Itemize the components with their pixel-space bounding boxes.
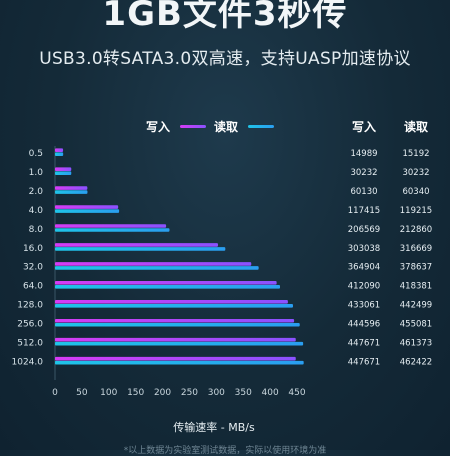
bar-read (55, 247, 226, 251)
category-label: 1024.0 (12, 357, 44, 367)
legend-read-swatch (248, 125, 274, 128)
category-label: 2.0 (29, 187, 44, 197)
bar-write (55, 186, 88, 190)
bar-write (55, 337, 296, 342)
table-cell-write: 14989 (350, 149, 377, 159)
table-cell-read: 30232 (402, 168, 429, 178)
bar-read (55, 322, 300, 327)
legend-write-swatch (180, 125, 206, 128)
table-cell-read: 316669 (400, 244, 432, 254)
bar-read (55, 209, 120, 213)
table-cell-write: 447671 (348, 339, 380, 349)
legend-read-label: 读取 (214, 120, 239, 134)
x-tick-label: 50 (76, 388, 88, 398)
bar-read (55, 228, 170, 232)
table-cell-read: 378637 (400, 263, 432, 273)
category-label: 64.0 (23, 282, 43, 292)
table-cell-write: 412090 (348, 282, 380, 292)
category-label: 32.0 (23, 263, 43, 273)
bar-write (55, 356, 296, 361)
table-cell-write: 447671 (348, 357, 380, 367)
bar-write (55, 318, 295, 323)
page-subtitle: USB3.0转SATA3.0双高速，支持UASP加速协议 (39, 49, 411, 69)
table-cell-read: 442499 (400, 301, 432, 311)
category-label: 1.0 (29, 168, 44, 178)
table-cell-read: 119215 (400, 206, 432, 216)
x-tick-label: 200 (154, 388, 171, 398)
bar-read (55, 190, 88, 194)
table-cell-write: 303038 (348, 244, 380, 254)
x-tick-label: 150 (127, 388, 144, 398)
page-title: 1GB文件3秒传 (102, 0, 348, 34)
category-label: 128.0 (17, 301, 43, 311)
bar-read (55, 285, 280, 289)
category-label: 256.0 (17, 320, 43, 330)
bar-write (55, 205, 119, 209)
table-cell-write: 444596 (348, 320, 380, 330)
bar-read (55, 341, 304, 346)
x-tick-label: 400 (262, 388, 279, 398)
table-cell-read: 15192 (402, 149, 429, 159)
table-header-read: 读取 (403, 120, 428, 134)
bar-write (55, 262, 252, 266)
table-cell-read: 455081 (400, 320, 432, 330)
table-cell-write: 206569 (348, 225, 380, 235)
table-cell-read: 461373 (400, 339, 432, 349)
table-cell-read: 60340 (402, 187, 429, 197)
bar-read (55, 171, 72, 175)
table-cell-read: 418381 (400, 282, 432, 292)
x-tick-label: 450 (288, 388, 305, 398)
bar-write (55, 300, 288, 304)
bar-write (55, 224, 167, 228)
table-cell-read: 462422 (400, 357, 432, 367)
x-tick-label: 350 (235, 388, 252, 398)
bar-write (55, 167, 72, 171)
x-tick-label: 300 (208, 388, 225, 398)
x-tick-label: 100 (100, 388, 117, 398)
table-header-write: 写入 (351, 120, 376, 134)
bar-read (55, 304, 293, 308)
table-cell-write: 30232 (350, 168, 377, 178)
bar-write (55, 243, 218, 247)
table-cell-write: 60130 (350, 187, 377, 197)
category-label: 16.0 (23, 244, 43, 254)
table-cell-write: 117415 (348, 206, 380, 216)
legend-write-label: 写入 (146, 120, 171, 134)
bar-read (55, 360, 304, 365)
table-cell-read: 212860 (400, 225, 432, 235)
x-tick-label: 250 (181, 388, 198, 398)
category-label: 512.0 (17, 339, 43, 349)
x-axis-label: 传输速率 - MB/s (173, 420, 255, 434)
bar-read (55, 266, 259, 270)
bar-write (55, 148, 64, 152)
bar-write (55, 281, 277, 285)
category-label: 4.0 (29, 206, 44, 216)
category-label: 0.5 (29, 149, 43, 159)
x-tick-label: 0 (52, 388, 58, 398)
table-cell-write: 433061 (348, 301, 380, 311)
category-label: 8.0 (29, 225, 44, 235)
bar-read (55, 152, 64, 156)
table-cell-write: 364904 (348, 263, 380, 273)
